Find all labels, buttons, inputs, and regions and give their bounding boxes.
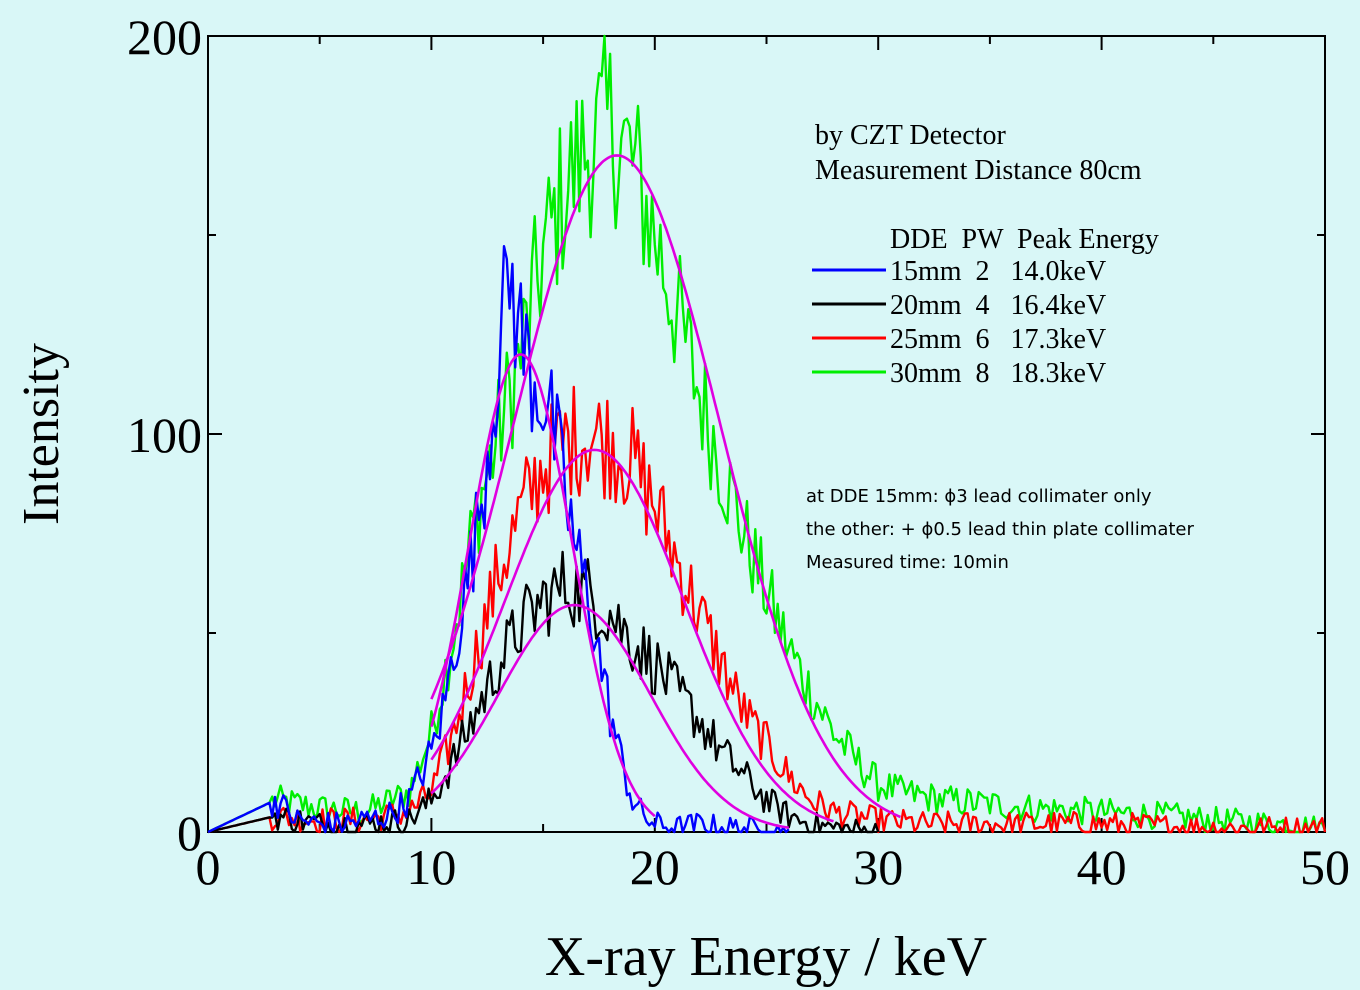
x-tick-label: 50 [1300, 839, 1350, 895]
x-tick-label: 10 [406, 839, 456, 895]
y-axis-label: Intensity [13, 343, 70, 525]
series-line [207, 34, 1327, 834]
series-line [207, 245, 790, 834]
tick-labels: 0 10 20 30 40 50 0 100 200 [127, 9, 1350, 895]
y-tick-label: 100 [127, 407, 202, 463]
fit-layer [430, 154, 901, 830]
fit-curve [430, 448, 834, 823]
series-line [207, 550, 880, 834]
x-tick-label: 40 [1077, 839, 1127, 895]
note-line-1: at DDE 15mm: ϕ3 lead collimater only [806, 486, 1152, 507]
note-line-2: the other: + ϕ0.5 lead thin plate collim… [806, 519, 1194, 540]
legend-header: DDE PW Peak Energy [890, 224, 1159, 255]
annotation-detector: by CZT Detector [815, 120, 1006, 151]
legend-label: 25mm 6 17.3keV [890, 324, 1106, 355]
y-tick-label: 0 [177, 805, 202, 861]
legend-label: 15mm 2 14.0keV [890, 256, 1106, 287]
annotation-distance: Measurement Distance 80cm [815, 155, 1142, 186]
axis-ticks [207, 35, 1326, 833]
fit-curve [430, 353, 656, 818]
note-line-3: Measured time: 10min [806, 552, 1009, 573]
x-axis-label: X-ray Energy / keV [545, 926, 987, 988]
series-layer [207, 34, 1327, 834]
plot-frame [207, 35, 1326, 833]
x-tick-label: 30 [853, 839, 903, 895]
legend-label: 20mm 4 16.4keV [890, 290, 1106, 321]
x-tick-label: 0 [196, 839, 221, 895]
x-tick-label: 20 [630, 839, 680, 895]
y-tick-label: 200 [127, 9, 202, 65]
fit-curve [430, 603, 790, 830]
legend-label: 30mm 8 18.3keV [890, 358, 1106, 389]
fit-curve [430, 154, 901, 819]
